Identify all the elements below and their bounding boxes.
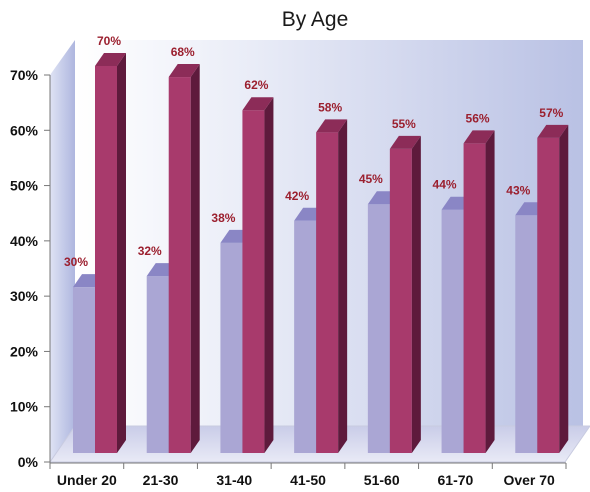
x-tick-label: 61-70 (438, 472, 474, 488)
data-label: 62% (244, 78, 268, 92)
bar (168, 64, 200, 454)
bar-top (168, 64, 200, 78)
y-tick-label: 40% (10, 233, 39, 249)
bar-top (537, 124, 569, 138)
data-label: 68% (171, 45, 195, 59)
bar-front (367, 204, 390, 453)
bar (389, 135, 421, 453)
data-label: 56% (466, 111, 490, 125)
bar-front (242, 110, 265, 453)
data-label: 30% (64, 255, 88, 269)
bar-top (95, 53, 126, 66)
bar-side (559, 124, 569, 453)
data-label: 38% (211, 211, 235, 225)
bars (73, 53, 569, 454)
x-tick-label: 41-50 (290, 472, 326, 488)
y-tick-label: 50% (10, 178, 39, 194)
chart-title: By Age (282, 8, 349, 31)
y-axis: 0% 10% 20% 30% 40% 50% 60% 70% (10, 67, 50, 470)
bar-top (242, 97, 274, 111)
data-label: 55% (392, 117, 416, 131)
bar-front (537, 137, 560, 453)
bar-side (190, 64, 200, 454)
bar-side (338, 119, 348, 453)
x-axis: Under 20 21-30 31-40 41-50 51-60 61-70 Over 70 (49, 463, 567, 488)
bar-front (220, 242, 243, 453)
x-tick-label: Under 20 (57, 472, 117, 488)
y-tick-label: 10% (10, 399, 39, 415)
x-tick-label: Over 70 (503, 472, 555, 488)
bar-top (316, 119, 348, 133)
bar (463, 130, 495, 453)
bar-front (294, 220, 317, 453)
bar-top (389, 135, 421, 149)
side-wall (50, 40, 75, 462)
data-labels: 30% 70% 32% 68% 38% 62% 42% 58% 45% 55% 44% 56% 43% 5… (64, 34, 564, 269)
bar-front (316, 132, 339, 454)
y-tick-label: 0% (18, 454, 39, 470)
x-tick-label: 31-40 (216, 472, 252, 488)
x-tick-label: 51-60 (364, 472, 400, 488)
data-label: 43% (506, 183, 530, 197)
data-label: 42% (285, 189, 309, 203)
bar (537, 124, 569, 453)
data-label: 70% (97, 34, 121, 48)
bar (316, 119, 348, 454)
bar-front (73, 287, 95, 453)
data-label: 32% (138, 244, 162, 258)
data-label: 44% (433, 178, 457, 192)
data-label: 45% (359, 172, 383, 186)
y-tick-label: 60% (10, 122, 39, 138)
y-tick-label: 70% (10, 67, 39, 83)
bar-top (463, 130, 495, 144)
bar (242, 97, 274, 453)
bar-front (515, 215, 538, 453)
data-label: 58% (318, 100, 342, 114)
bar-side (411, 135, 421, 453)
bar-front (441, 209, 464, 453)
y-tick-label: 20% (10, 343, 39, 359)
y-tick-label: 30% (10, 288, 39, 304)
axes (49, 75, 566, 464)
bar-side (264, 97, 274, 453)
data-label: 57% (539, 106, 563, 120)
bar-front (95, 66, 117, 453)
bar (95, 53, 126, 453)
bar-front (463, 143, 486, 453)
bar-front (146, 276, 169, 453)
x-tick-label: 21-30 (143, 472, 179, 488)
bar-side (117, 53, 126, 453)
bar-front (389, 148, 412, 453)
bar-front (168, 77, 191, 454)
bar-side (485, 130, 495, 453)
